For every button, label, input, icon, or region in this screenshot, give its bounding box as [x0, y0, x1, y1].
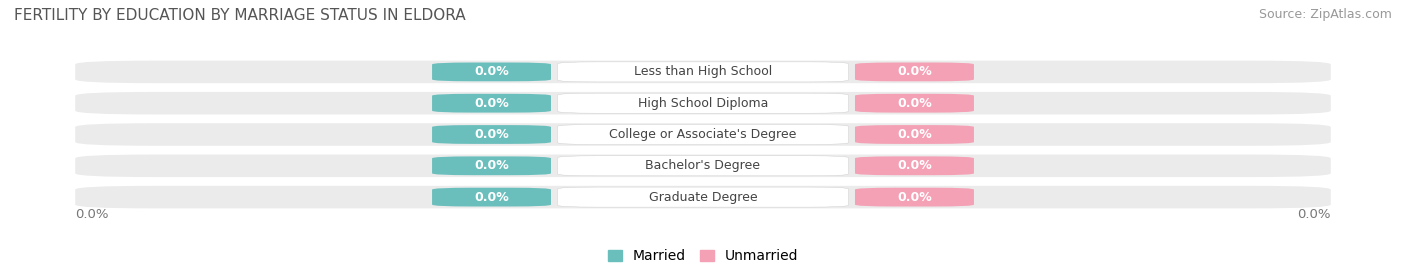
- Text: High School Diploma: High School Diploma: [638, 97, 768, 110]
- Text: FERTILITY BY EDUCATION BY MARRIAGE STATUS IN ELDORA: FERTILITY BY EDUCATION BY MARRIAGE STATU…: [14, 8, 465, 23]
- FancyBboxPatch shape: [558, 93, 848, 113]
- Text: 0.0%: 0.0%: [897, 97, 932, 110]
- FancyBboxPatch shape: [558, 187, 848, 207]
- FancyBboxPatch shape: [432, 156, 551, 175]
- FancyBboxPatch shape: [432, 188, 551, 207]
- Text: 0.0%: 0.0%: [474, 97, 509, 110]
- Text: Source: ZipAtlas.com: Source: ZipAtlas.com: [1258, 8, 1392, 21]
- Text: 0.0%: 0.0%: [897, 65, 932, 78]
- FancyBboxPatch shape: [558, 156, 848, 176]
- Text: 0.0%: 0.0%: [474, 191, 509, 204]
- FancyBboxPatch shape: [76, 154, 1330, 177]
- FancyBboxPatch shape: [558, 62, 848, 82]
- Text: Less than High School: Less than High School: [634, 65, 772, 78]
- FancyBboxPatch shape: [855, 125, 974, 144]
- Text: 0.0%: 0.0%: [474, 65, 509, 78]
- Text: Graduate Degree: Graduate Degree: [648, 191, 758, 204]
- Text: 0.0%: 0.0%: [897, 128, 932, 141]
- Text: 0.0%: 0.0%: [897, 191, 932, 204]
- FancyBboxPatch shape: [76, 92, 1330, 115]
- Text: College or Associate's Degree: College or Associate's Degree: [609, 128, 797, 141]
- Legend: Married, Unmarried: Married, Unmarried: [602, 244, 804, 269]
- FancyBboxPatch shape: [855, 94, 974, 113]
- FancyBboxPatch shape: [432, 62, 551, 81]
- FancyBboxPatch shape: [558, 125, 848, 144]
- FancyBboxPatch shape: [855, 156, 974, 175]
- FancyBboxPatch shape: [855, 62, 974, 81]
- Text: 0.0%: 0.0%: [474, 159, 509, 172]
- Text: Bachelor's Degree: Bachelor's Degree: [645, 159, 761, 172]
- FancyBboxPatch shape: [432, 94, 551, 113]
- Text: 0.0%: 0.0%: [474, 128, 509, 141]
- FancyBboxPatch shape: [432, 125, 551, 144]
- Text: 0.0%: 0.0%: [897, 159, 932, 172]
- Text: 0.0%: 0.0%: [1298, 208, 1330, 221]
- FancyBboxPatch shape: [76, 61, 1330, 83]
- FancyBboxPatch shape: [76, 123, 1330, 146]
- FancyBboxPatch shape: [76, 186, 1330, 208]
- FancyBboxPatch shape: [855, 188, 974, 207]
- Text: 0.0%: 0.0%: [76, 208, 108, 221]
